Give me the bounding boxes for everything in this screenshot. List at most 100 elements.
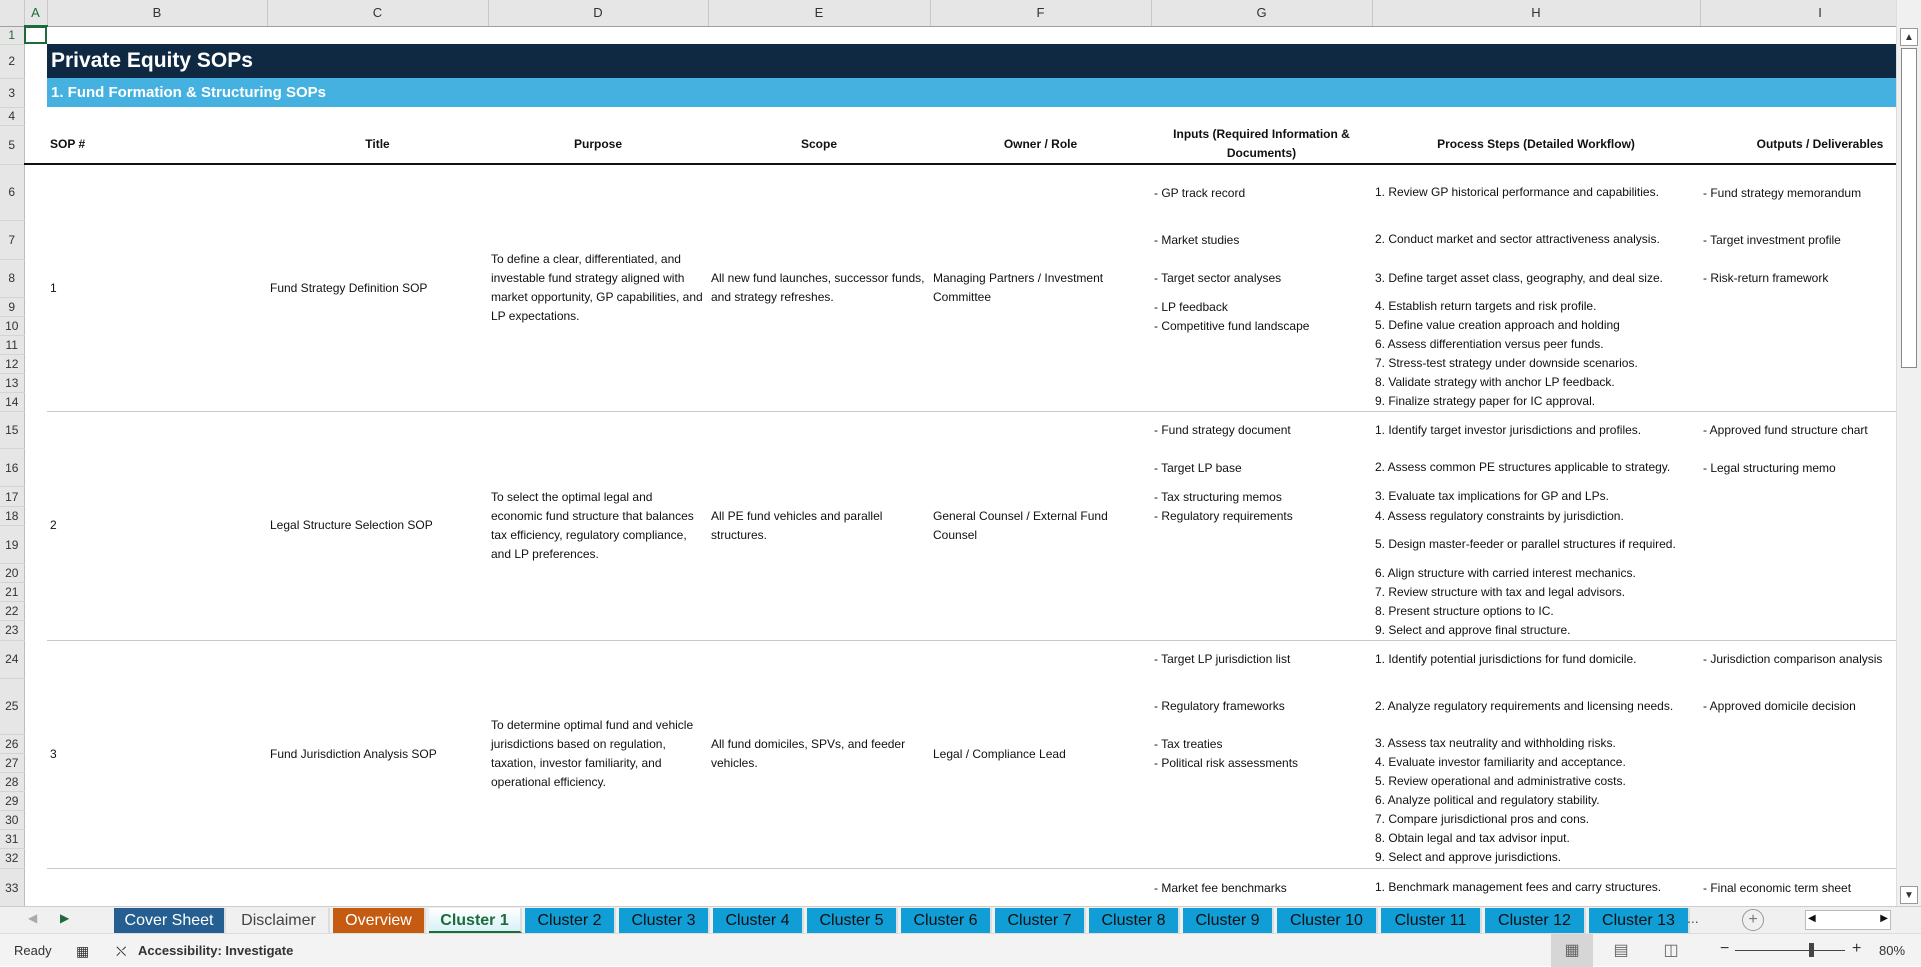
cell-a[interactable] [24,487,47,507]
row-header[interactable]: 19 [0,525,25,564]
column-header-g[interactable]: G [1151,0,1373,27]
sop-title[interactable]: Legal Structure Selection SOP [267,411,488,641]
sop-input[interactable] [1151,354,1372,373]
sop-step[interactable]: 1. Benchmark management fees and carry s… [1375,880,1662,895]
sop-input[interactable] [1151,335,1372,354]
sop-owner[interactable]: General Counsel / External Fund Counsel [930,411,1151,641]
sop-step[interactable]: 4. Establish return targets and risk pro… [1375,299,1597,313]
sop-step[interactable]: 6. Analyze political and regulatory stab… [1375,793,1600,807]
sheet-tab-cluster-8[interactable]: Cluster 8 [1089,908,1180,933]
sheet-tab-cluster-11[interactable]: Cluster 11 [1381,908,1482,933]
sop-step[interactable]: 3. Evaluate tax implications for GP and … [1375,489,1609,503]
sop-number[interactable] [47,868,267,906]
sop-output[interactable]: - Target investment profile [1703,232,1841,247]
scroll-thumb[interactable] [1901,48,1917,368]
scroll-left-icon[interactable]: ◀ [1808,913,1816,924]
sheet-tab-cluster-7[interactable]: Cluster 7 [995,908,1086,933]
sop-input[interactable] [1151,373,1372,392]
row-header[interactable]: 17 [0,486,25,507]
row-header[interactable]: 18 [0,506,25,526]
cell-a[interactable] [24,507,47,526]
sop-owner[interactable]: Legal / Compliance Lead [930,640,1151,869]
row-header[interactable]: 29 [0,791,25,811]
column-header-h[interactable]: H [1372,0,1701,27]
sop-scope[interactable]: All fund domiciles, SPVs, and feeder veh… [708,640,930,869]
next-sheet-icon[interactable]: ▶ [60,911,70,925]
sop-output[interactable] [1700,487,1896,507]
row-header[interactable]: 9 [0,297,25,317]
sop-output[interactable]: - Legal structuring memo [1703,460,1836,475]
normal-view-icon[interactable]: ▦ [1551,934,1593,967]
sop-output[interactable] [1700,583,1896,602]
sop-step[interactable]: 7. Review structure with tax and legal a… [1375,584,1626,599]
sop-output[interactable] [1700,373,1896,392]
sop-output[interactable] [1700,772,1896,791]
row-header[interactable]: 13 [0,373,25,393]
sop-step[interactable]: 5. Review operational and administrative… [1375,774,1626,788]
cell-a[interactable] [24,78,47,107]
sop-step[interactable]: 7. Stress-test strategy under downside s… [1375,356,1638,370]
sop-owner[interactable]: Managing Partners / Investment Committee [930,164,1151,412]
row-header[interactable]: 4 [0,107,25,126]
sheet-tab-cluster-9[interactable]: Cluster 9 [1183,908,1274,933]
sop-purpose[interactable] [488,868,708,906]
sop-input[interactable]: - Tax structuring memos [1154,489,1282,504]
cell-a[interactable] [24,772,47,791]
zoom-slider-thumb[interactable] [1809,943,1814,957]
row-header[interactable]: 31 [0,829,25,849]
sop-step[interactable]: 8. Present structure options to IC. [1375,603,1554,618]
sop-purpose[interactable]: To determine optimal fund and vehicle ju… [488,640,708,869]
cell-a[interactable] [24,734,47,753]
row-header[interactable]: 32 [0,848,25,869]
scroll-right-icon[interactable]: ▶ [1880,913,1888,924]
cell-a[interactable] [24,125,47,165]
sop-input[interactable]: - Target LP base [1154,460,1242,475]
sop-step[interactable]: 4. Evaluate investor familiarity and acc… [1375,755,1626,769]
sop-output[interactable] [1700,297,1896,316]
sop-output[interactable]: - Approved domicile decision [1703,699,1856,713]
sop-input[interactable]: - Fund strategy document [1154,423,1291,438]
sop-input[interactable]: - Market fee benchmarks [1154,880,1287,895]
cell-a[interactable] [24,412,47,449]
row-header[interactable]: 20 [0,563,25,583]
row-header[interactable]: 33 [0,868,25,906]
sop-output[interactable] [1700,602,1896,621]
sop-output[interactable]: - Approved fund structure chart [1703,423,1868,438]
sop-step[interactable]: 2. Analyze regulatory requirements and l… [1375,698,1674,713]
sop-step[interactable]: 3. Define target asset class, geography,… [1375,270,1663,285]
sop-input[interactable]: - Political risk assessments [1154,755,1299,770]
column-header-c[interactable]: C [267,0,489,27]
sop-step[interactable]: 5. Design master-feeder or parallel stru… [1375,537,1676,551]
sop-scope[interactable] [708,868,930,906]
sop-number[interactable]: 2 [47,411,267,641]
row-header[interactable]: 1 [0,26,25,45]
column-header-b[interactable]: B [47,0,268,27]
sop-output[interactable] [1700,316,1896,335]
sop-output[interactable] [1700,354,1896,373]
row-header[interactable]: 2 [0,44,25,79]
sop-step[interactable]: 9. Select and approve jurisdictions. [1372,848,1700,869]
sop-step[interactable]: 7. Compare jurisdictional pros and cons. [1375,812,1590,826]
select-all-corner[interactable] [0,0,25,27]
sop-step[interactable]: 5. Define value creation approach and ho… [1375,318,1620,332]
cell-a[interactable] [24,791,47,810]
column-header-e[interactable]: E [708,0,931,27]
cell-a[interactable] [24,373,47,392]
sop-input[interactable]: - Competitive fund landscape [1154,318,1310,333]
sheet-tab-cluster-5[interactable]: Cluster 5 [807,908,898,933]
sop-output[interactable] [1700,791,1896,810]
row-header[interactable]: 10 [0,316,25,336]
cell-a1[interactable] [24,26,47,44]
sop-step[interactable]: 8. Obtain legal and tax advisor input. [1375,831,1570,845]
zoom-slider[interactable] [1735,943,1845,957]
sop-input[interactable] [1151,772,1372,791]
column-header-d[interactable]: D [488,0,709,27]
cell-a[interactable] [24,583,47,602]
sop-input[interactable] [1151,791,1372,810]
cell-a[interactable] [24,564,47,583]
zoom-level[interactable]: 80% [1879,943,1906,958]
sop-step[interactable]: 2. Assess common PE structures applicabl… [1375,460,1671,474]
sop-output[interactable]: - Risk-return framework [1703,271,1829,285]
row-header[interactable]: 30 [0,810,25,830]
sop-step[interactable]: 9. Select and approve final structure. [1372,620,1700,641]
